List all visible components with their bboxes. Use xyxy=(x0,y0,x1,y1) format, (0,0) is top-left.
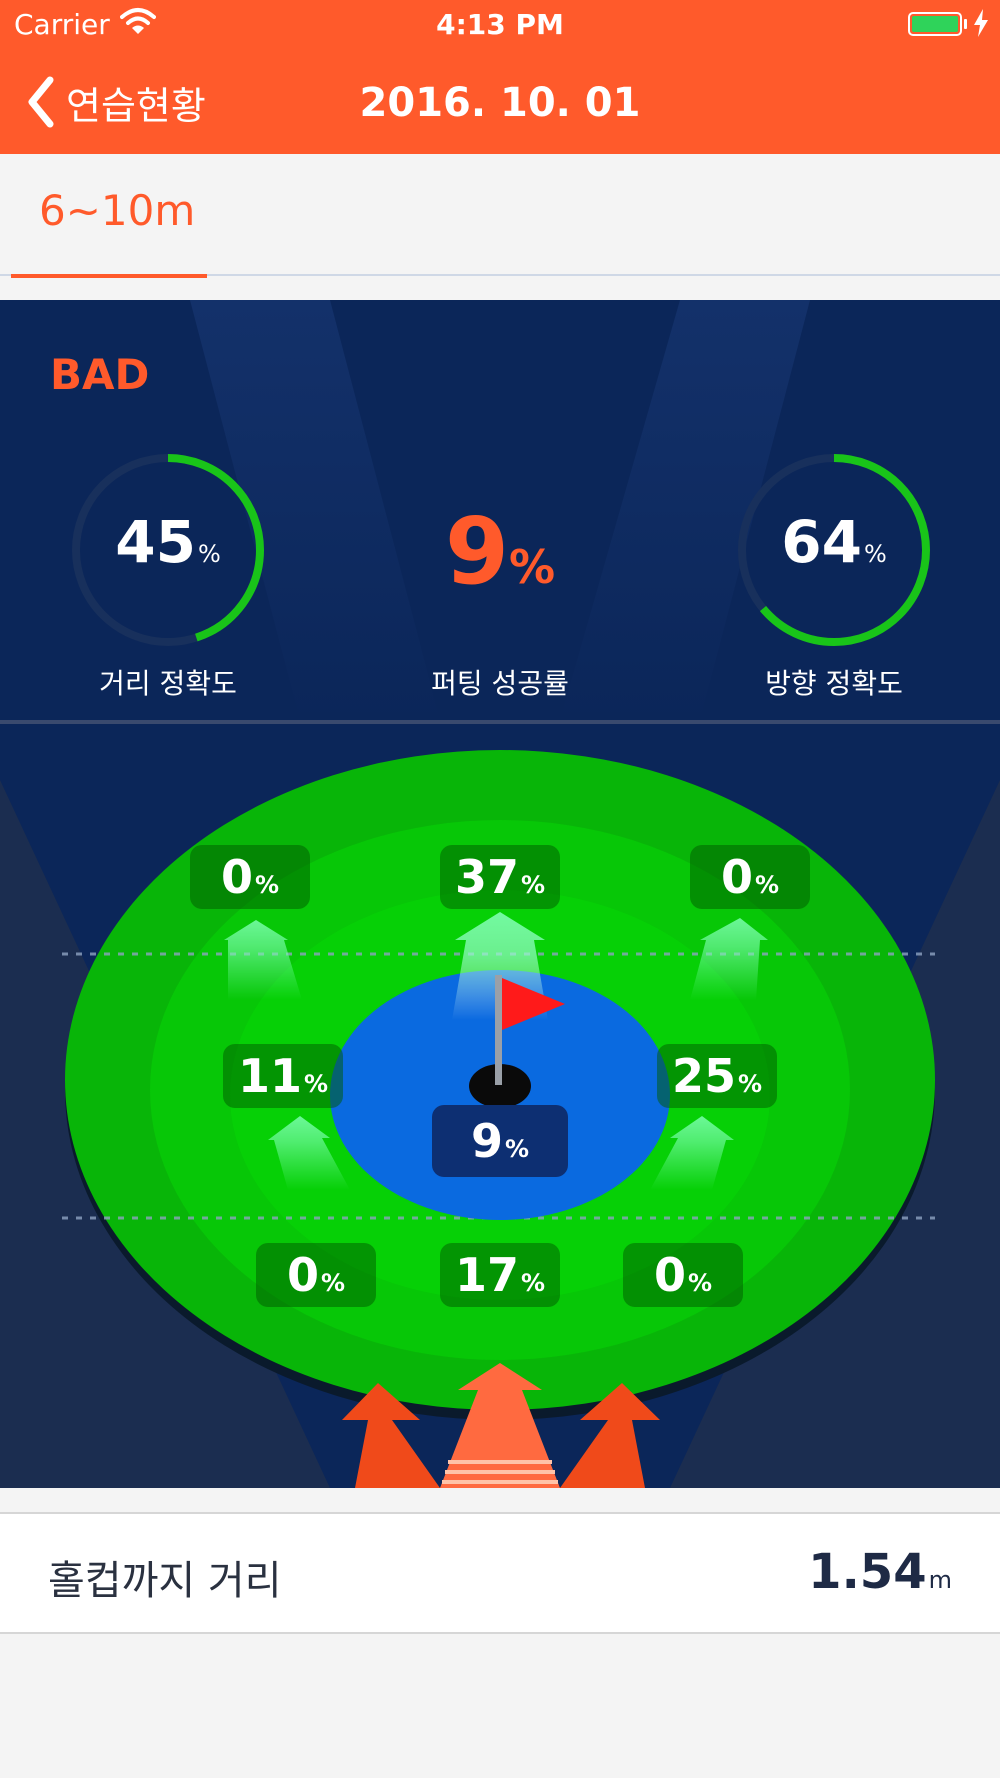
putting-green-illustration xyxy=(0,300,1000,1488)
direction-accuracy-label: 방향 정확도 xyxy=(765,667,903,700)
battery-cap xyxy=(964,19,967,29)
aim-arrows xyxy=(342,1363,660,1488)
arrow-long-right xyxy=(690,918,768,1000)
section-divider xyxy=(0,720,1000,724)
arrow-long-left xyxy=(224,920,302,1000)
direction-accuracy-ring xyxy=(738,454,930,646)
battery-icon xyxy=(908,12,962,36)
distance-to-cup-label: 홀컵까지 거리 xyxy=(48,1558,282,1604)
aim-arrow-right xyxy=(560,1383,660,1488)
performance-grade: BAD xyxy=(50,350,150,399)
aim-arrow-center xyxy=(440,1363,560,1488)
wifi-icon xyxy=(120,8,156,34)
distance-accuracy-value: 45% xyxy=(115,508,221,576)
flag-icon xyxy=(502,978,565,1030)
flag-pole xyxy=(495,975,502,1085)
aim-arrow-left xyxy=(342,1383,440,1488)
zone-hole: 9% xyxy=(432,1105,568,1177)
carrier-label: Carrier xyxy=(14,8,110,41)
status-bar: Carrier 4:13 PM xyxy=(0,0,1000,50)
distance-to-cup-row: 홀컵까지 거리 1.54m xyxy=(0,1512,1000,1634)
zone-long-left: 0% xyxy=(190,845,310,909)
zone-mid-right: 25% xyxy=(657,1044,777,1108)
arrow-mid-left xyxy=(268,1116,350,1190)
back-label: 연습현황 xyxy=(66,83,206,128)
back-button[interactable]: 연습현황 xyxy=(24,72,206,132)
light-beam-right xyxy=(560,300,810,720)
distance-to-cup-value: 1.54m xyxy=(808,1544,952,1600)
clock: 4:13 PM xyxy=(436,8,564,41)
zone-long-center: 37% xyxy=(440,845,560,909)
putting-success-value: 9% xyxy=(444,498,556,605)
tab-6-10m[interactable]: 6~10m xyxy=(11,154,207,278)
zone-short-left: 0% xyxy=(256,1243,376,1307)
putting-success-rate: 9% 퍼팅 성공률 xyxy=(380,440,620,700)
distance-tab-strip: 6~10m xyxy=(0,154,1000,278)
zone-long-right: 0% xyxy=(690,845,810,909)
chevron-left-icon xyxy=(28,76,54,128)
charging-bolt-icon xyxy=(974,9,988,37)
distance-accuracy-gauge: 45% 거리 정확도 xyxy=(58,440,278,700)
zone-short-right: 0% xyxy=(623,1243,743,1307)
cup-hole xyxy=(469,1064,531,1108)
light-beam-left xyxy=(190,300,440,720)
direction-accuracy-gauge: 64% 방향 정확도 xyxy=(724,440,944,700)
putting-success-label: 퍼팅 성공률 xyxy=(431,667,569,700)
zone-short-center: 17% xyxy=(440,1243,560,1307)
zone-mid-left: 11% xyxy=(223,1044,343,1108)
navigation-bar: 연습현황 2016. 10. 01 xyxy=(0,50,1000,154)
putting-analysis-panel: BAD 45% 거리 정확도 9% 퍼팅 성공률 64% 방향 정확도 0% 3… xyxy=(0,300,1000,1488)
direction-accuracy-value: 64% xyxy=(781,508,887,576)
tab-label: 6~10m xyxy=(39,186,196,235)
tab-selected-indicator xyxy=(11,274,207,278)
distance-accuracy-label: 거리 정확도 xyxy=(99,667,237,700)
arrow-mid-right xyxy=(650,1116,734,1190)
distance-accuracy-ring xyxy=(72,454,264,646)
